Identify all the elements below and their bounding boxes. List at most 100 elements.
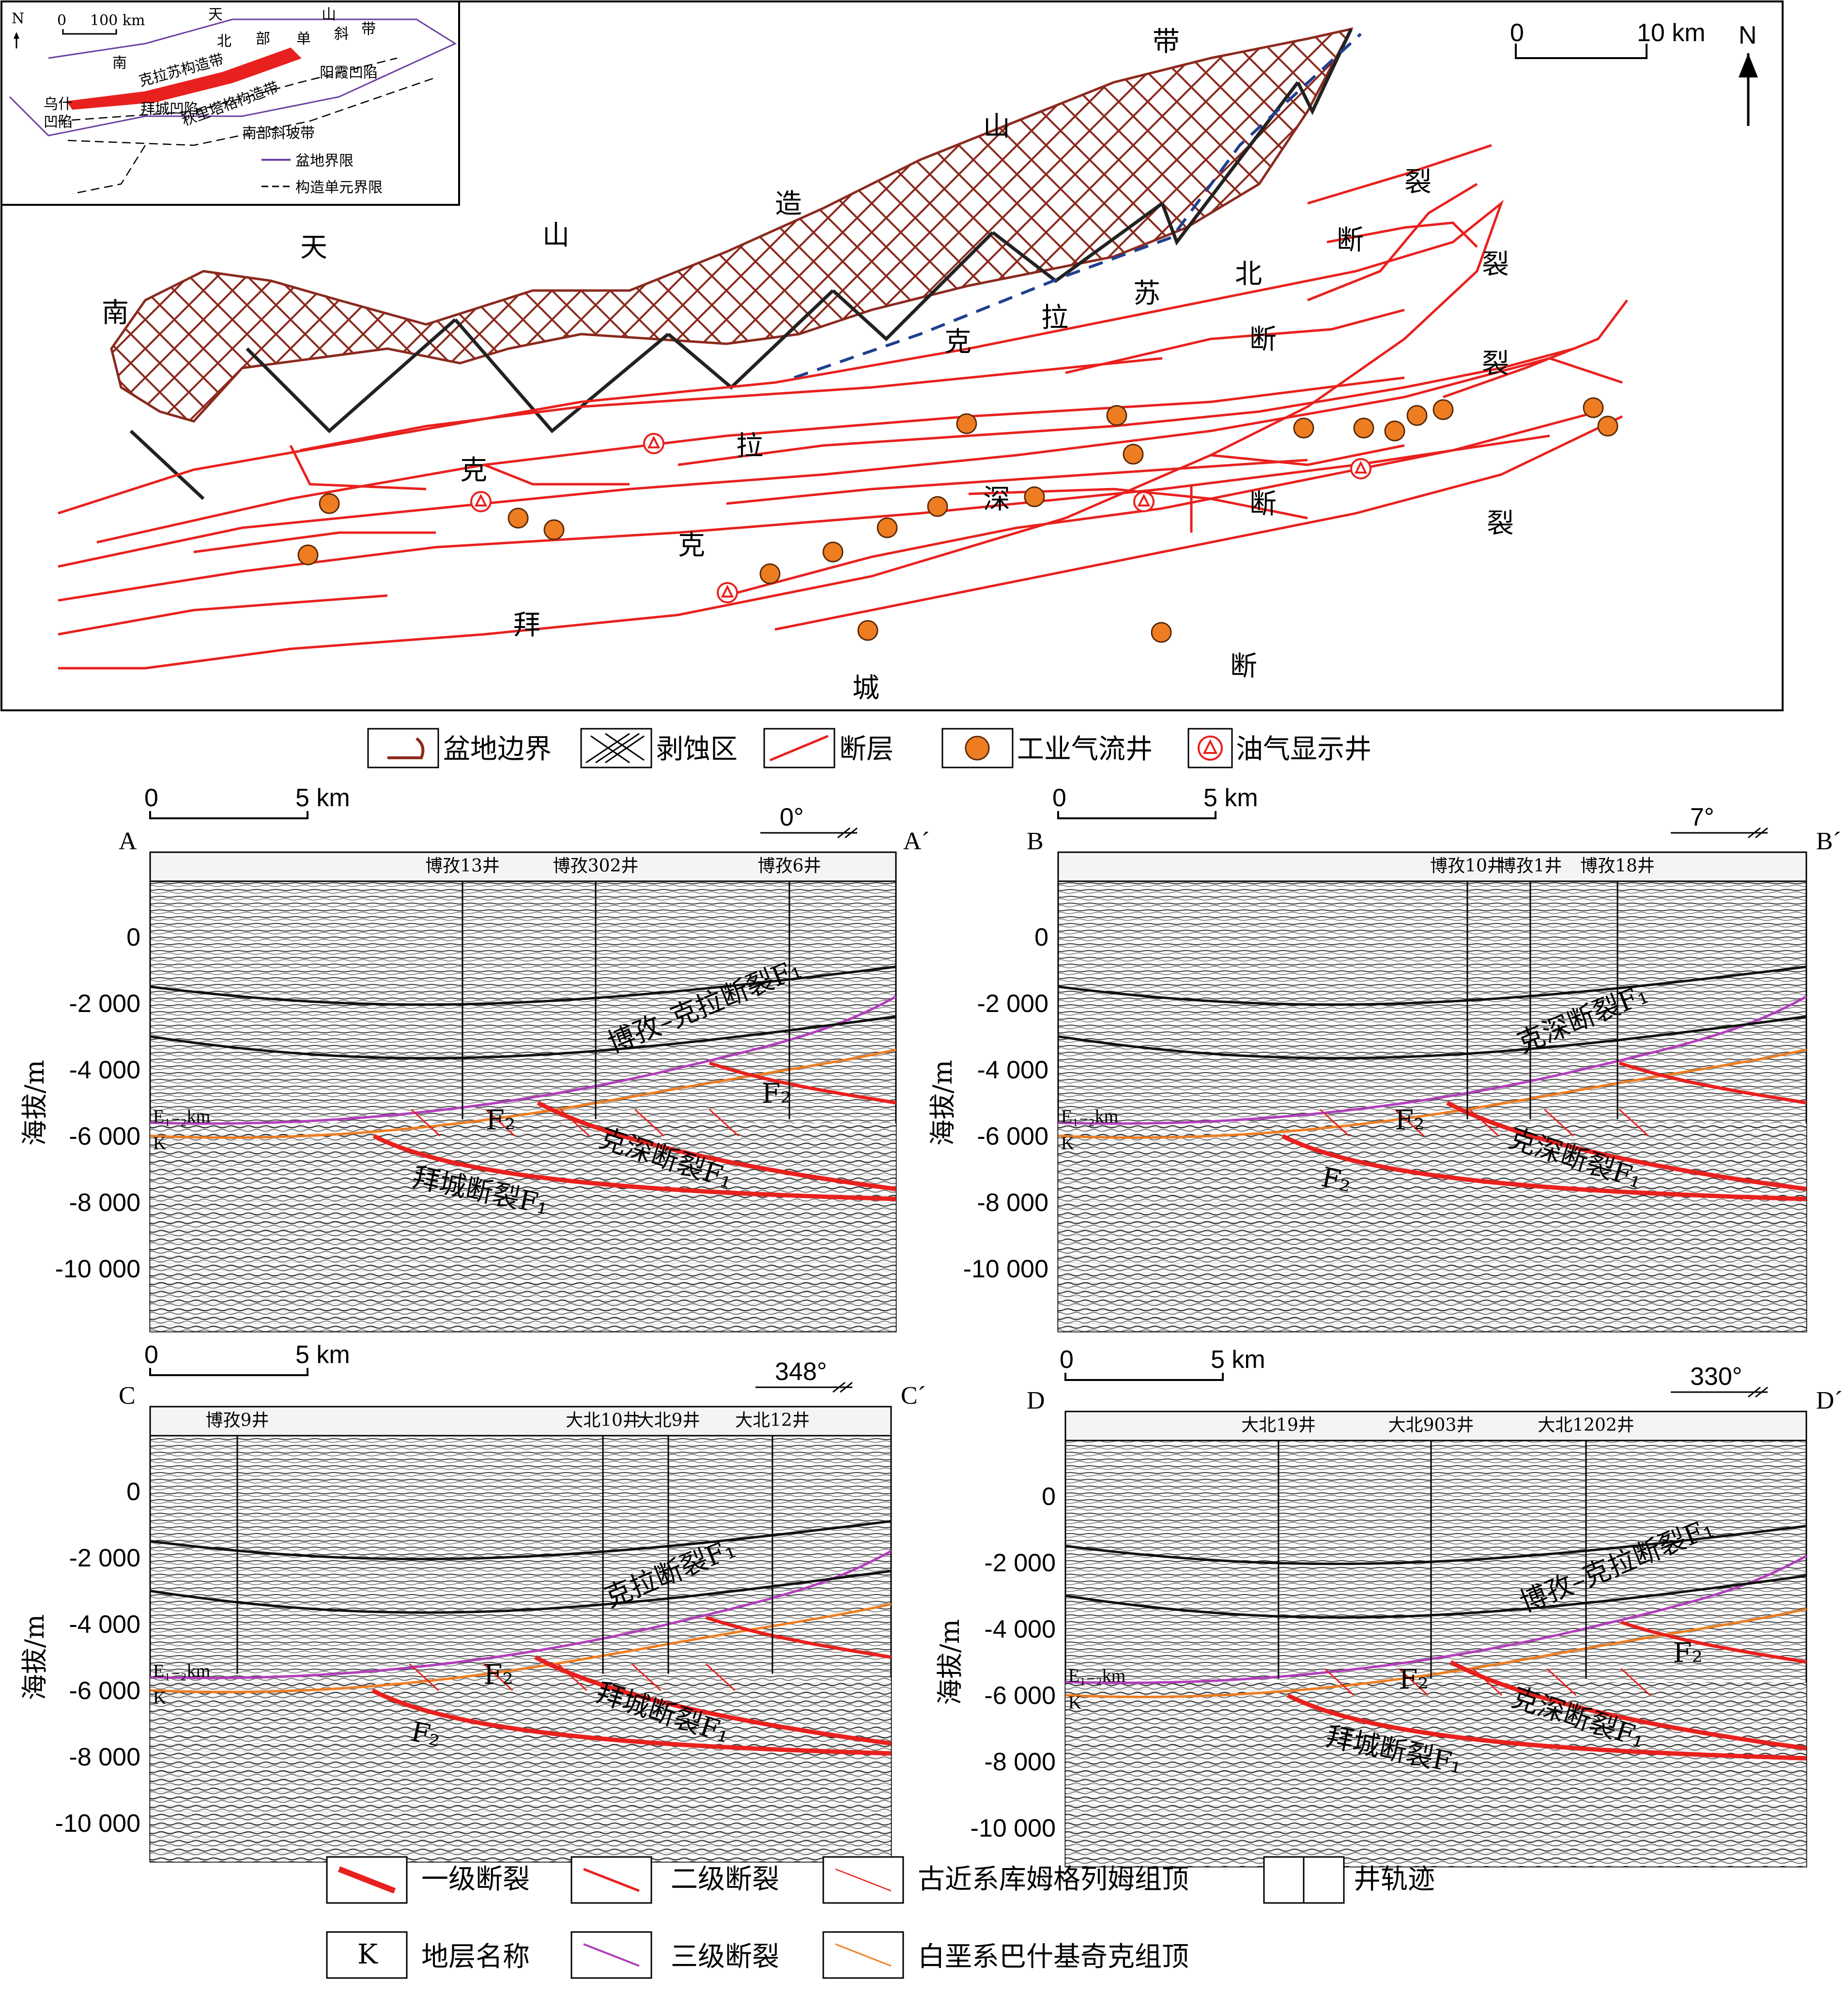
mid-reflector: [150, 1569, 892, 1614]
fault-label: F₂: [408, 1716, 444, 1753]
svg-text:阳霞凹陷: 阳霞凹陷: [320, 64, 378, 81]
map-labels: 南 天 山 造 山 带 克 拉 苏 北 断 裂 克 拉 断 裂 克 深 断 裂 …: [102, 26, 1514, 704]
first-order-fault-shallow: [708, 1061, 896, 1104]
svg-text:拉: 拉: [736, 430, 763, 462]
azimuth-arrow-icon: [1671, 1386, 1768, 1398]
fault-label: F₂: [762, 1078, 791, 1110]
gas-well-icon: [1353, 417, 1374, 439]
second-order-fault: [559, 1109, 590, 1137]
gas-well-icon: [1151, 622, 1172, 643]
second-order-fault-icon: [583, 1868, 640, 1892]
first-order-fault-mid: [537, 1101, 896, 1192]
second-order-fault: [1319, 1109, 1350, 1137]
svg-text:裂: 裂: [1487, 508, 1514, 539]
svg-text:山: 山: [983, 111, 1010, 142]
well-name: 大北903井: [1388, 1415, 1474, 1435]
fault-label: F₂: [1319, 1162, 1354, 1198]
svg-text:苏: 苏: [1133, 278, 1160, 309]
section-scale-max: 5 km: [295, 784, 350, 812]
svg-text:北: 北: [217, 33, 231, 50]
well-name: 博孜13井: [425, 856, 500, 876]
svg-text:凹陷: 凹陷: [44, 114, 73, 131]
section-azimuth: 7°: [1690, 803, 1714, 831]
fault-label: F₂: [1395, 1104, 1424, 1136]
structure-map: 南 天 山 造 山 带 克 拉 苏 北 断 裂 克 拉 断 裂 克 深 断 裂 …: [0, 0, 1784, 711]
shallow-reflector: [150, 1520, 892, 1561]
stratum-label-cretaceous: K: [153, 1688, 167, 1708]
svg-text:工业气流井: 工业气流井: [1017, 734, 1153, 765]
second-order-fault: [708, 1109, 739, 1137]
svg-text:带: 带: [361, 21, 376, 38]
gas-well-icon: [877, 517, 898, 538]
gas-well-icon: [1024, 486, 1045, 507]
gas-well-icon: [927, 496, 948, 517]
y-axis-tick-label: -10 000: [55, 1255, 140, 1283]
well-name: 大北12井: [735, 1411, 810, 1430]
well-name: 博孜18井: [1580, 856, 1655, 876]
y-axis-tick-label: -4 000: [69, 1056, 140, 1084]
svg-text:裂: 裂: [1482, 348, 1509, 380]
well-name: 博孜10井: [1430, 856, 1505, 876]
stratum-label-cretaceous: K: [1061, 1134, 1075, 1154]
section-scale-zero: 0: [144, 784, 158, 812]
svg-text:拜城凹陷: 拜城凹陷: [140, 101, 199, 118]
y-axis-title: 海拔/m: [935, 1619, 965, 1705]
svg-text:三级断裂: 三级断裂: [671, 1941, 779, 1973]
y-axis-tick-label: -8 000: [985, 1748, 1056, 1776]
section-start-label: D: [1027, 1387, 1045, 1414]
svg-text:克: 克: [460, 455, 487, 486]
svg-text:城: 城: [852, 673, 879, 704]
second-order-fault: [483, 1663, 513, 1691]
gas-well-icon: [1384, 420, 1405, 442]
seismic-deep-reflectors: [150, 1123, 896, 1332]
section-azimuth: 348°: [775, 1358, 827, 1386]
section-end-label: C´: [901, 1382, 926, 1410]
paleogene-top-horizon: [1058, 996, 1807, 1125]
stratum-label-cretaceous: K: [1068, 1693, 1082, 1713]
svg-text:拜: 拜: [513, 610, 540, 641]
y-axis-tick-label: -6 000: [69, 1122, 140, 1150]
section-start-label: A: [119, 828, 137, 855]
gas-well-icon: [508, 507, 529, 529]
svg-text:深: 深: [983, 484, 1010, 515]
shallow-reflector: [1058, 966, 1807, 1006]
show-well-icon: [717, 582, 738, 603]
section-scale-bar: [149, 811, 308, 819]
svg-text:天: 天: [208, 6, 223, 23]
svg-text:井轨迹: 井轨迹: [1354, 1864, 1435, 1895]
svg-text:南: 南: [112, 55, 127, 72]
show-well-icon: [1198, 736, 1223, 761]
section-end-label: A´: [903, 828, 930, 855]
y-axis-tick-label: 0: [1034, 923, 1048, 951]
show-well-icon: [470, 491, 492, 512]
second-order-fault: [1546, 1668, 1577, 1696]
gas-well-icon: [1583, 397, 1604, 418]
svg-text:裂: 裂: [1482, 249, 1509, 280]
section-scale-zero: 0: [144, 1341, 158, 1369]
stratum-label-paleogene: E₁₋₂km: [153, 1106, 210, 1127]
section-scale-bar: [149, 1368, 308, 1376]
stratum-label-paleogene: E₁₋₂km: [153, 1661, 210, 1681]
svg-text:油气显示井: 油气显示井: [1236, 734, 1371, 765]
erosion-boundary-lines: [129, 28, 1353, 500]
section-scale-zero: 0: [1052, 784, 1066, 812]
shallow-reflector: [1065, 1525, 1807, 1565]
cretaceous-top-horizon: [1065, 1608, 1807, 1698]
cretaceous-top-horizon: [1058, 1048, 1807, 1139]
svg-text:100 km: 100 km: [90, 12, 145, 29]
seismic-deep-reflectors: [1065, 1683, 1806, 1867]
svg-text:断: 断: [1249, 324, 1277, 355]
second-order-fault: [1394, 1109, 1425, 1137]
y-axis-tick-label: -2 000: [985, 1549, 1056, 1577]
dashed-boundary: [794, 32, 1362, 379]
show-well-icon: [1350, 458, 1371, 479]
paleogene-top-horizon: [150, 1550, 892, 1679]
svg-text:南部斜坡带: 南部斜坡带: [242, 125, 315, 142]
y-axis-tick-label: -6 000: [977, 1122, 1048, 1150]
second-order-fault: [485, 1109, 516, 1137]
gas-well-icon: [1597, 415, 1618, 437]
well-name: 大北1202井: [1538, 1415, 1634, 1435]
seismic-sections: A A´ 0 5 km 0° 0 -2 000 -4 000 -6 000 -8 000 -10 0…: [19, 784, 1843, 1868]
section-scale-max: 5 km: [1203, 784, 1258, 812]
y-axis-title: 海拔/m: [19, 1060, 50, 1146]
